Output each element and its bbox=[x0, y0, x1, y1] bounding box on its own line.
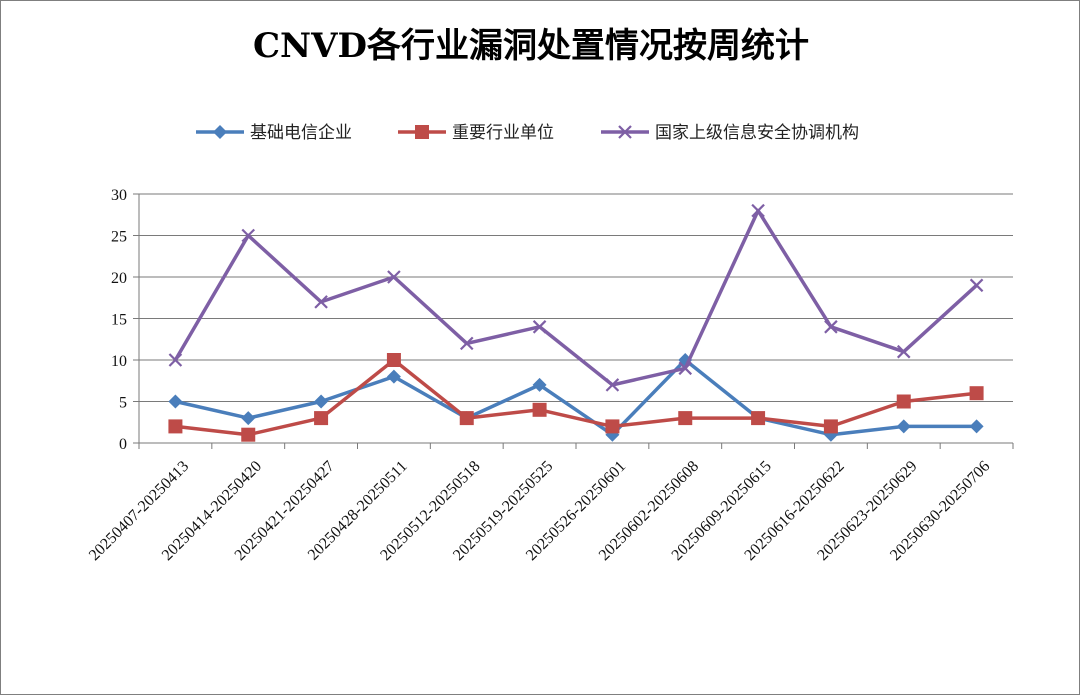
grid bbox=[138, 193, 1013, 444]
data-point-s2-20250623-20250629 bbox=[896, 394, 911, 409]
y-tick-label-15: 15 bbox=[111, 312, 127, 329]
data-point-s3-20250428-20250511 bbox=[387, 270, 401, 284]
data-point-s2-20250616-20250622 bbox=[823, 419, 838, 434]
data-point-s2-20250428-20250511 bbox=[386, 353, 401, 367]
data-point-s3-20250512-20250518 bbox=[459, 336, 474, 351]
legend-item-3: 国家上级信息安全协调机构 bbox=[601, 123, 859, 143]
legend-label-2: 重要行业单位 bbox=[452, 123, 554, 143]
data-point-s2-20250630-20250706 bbox=[969, 386, 984, 401]
series-line-1 bbox=[175, 358, 977, 437]
y-tick-label-10: 10 bbox=[111, 353, 127, 370]
data-point-s1-20250414-20250420 bbox=[241, 411, 256, 426]
data-point-s3-20250414-20250420 bbox=[241, 228, 256, 243]
data-point-s1-20250630-20250706 bbox=[969, 419, 984, 434]
data-point-s1-20250519-20250525 bbox=[532, 377, 547, 392]
series-1 bbox=[168, 353, 984, 442]
data-point-s3-20250623-20250629 bbox=[896, 344, 911, 359]
data-point-s2-20250407-20250413 bbox=[168, 419, 183, 434]
data-point-s2-20250609-20250615 bbox=[751, 411, 766, 426]
chart-title: CNVD各行业漏洞处置情况按周统计 bbox=[253, 26, 809, 66]
y-tick-label-5: 5 bbox=[119, 395, 127, 412]
data-point-s2-20250602-20250608 bbox=[678, 411, 693, 426]
data-point-s3-20250519-20250525 bbox=[532, 320, 547, 334]
x-axis-ticks: 20250407-2025041320250414-20250420202504… bbox=[86, 443, 1014, 564]
legend-label-3: 国家上级信息安全协调机构 bbox=[655, 123, 859, 143]
legend-marker-2 bbox=[415, 125, 429, 139]
legend-item-1: 基础电信企业 bbox=[196, 123, 352, 143]
series-line-2 bbox=[175, 358, 977, 437]
series-layer bbox=[168, 203, 984, 442]
y-tick-label-25: 25 bbox=[111, 229, 127, 246]
y-tick-label-0: 0 bbox=[119, 436, 127, 453]
y-tick-label-20: 20 bbox=[111, 270, 127, 287]
data-point-s2-20250414-20250420 bbox=[241, 427, 256, 442]
legend-marker-3 bbox=[618, 125, 632, 139]
data-point-s2-20250519-20250525 bbox=[532, 402, 547, 417]
y-tick-label-30: 30 bbox=[111, 187, 127, 204]
legend-marker-1 bbox=[213, 125, 227, 139]
y-axis-ticks: 0 5 10 15 20 25 30 bbox=[111, 187, 139, 453]
legend-label-1: 基础电信企业 bbox=[250, 123, 352, 143]
series-2 bbox=[168, 353, 984, 442]
data-point-s1-20250428-20250511 bbox=[386, 369, 401, 384]
series-3 bbox=[168, 203, 984, 392]
data-point-s3-20250602-20250608 bbox=[678, 361, 693, 376]
data-point-s3-20250616-20250622 bbox=[824, 320, 838, 334]
legend: 基础电信企业 重要行业单位 国家上级信息安全协调机构 bbox=[196, 123, 859, 143]
data-point-s2-20250421-20250427 bbox=[314, 411, 329, 426]
data-point-s3-20250609-20250615 bbox=[751, 203, 765, 218]
series-line-3 bbox=[173, 208, 978, 387]
data-point-s2-20250512-20250518 bbox=[459, 411, 474, 426]
data-point-s2-20250526-20250601 bbox=[605, 419, 620, 434]
data-point-s1-20250421-20250427 bbox=[314, 394, 329, 409]
data-point-s3-20250526-20250601 bbox=[605, 378, 620, 392]
data-point-s1-20250407-20250413 bbox=[168, 394, 183, 409]
data-point-s1-20250623-20250629 bbox=[896, 419, 911, 434]
data-point-s3-20250407-20250413 bbox=[168, 353, 183, 367]
data-point-s3-20250421-20250427 bbox=[314, 295, 328, 309]
data-point-s3-20250630-20250706 bbox=[969, 278, 984, 293]
legend-item-2: 重要行业单位 bbox=[398, 123, 554, 143]
